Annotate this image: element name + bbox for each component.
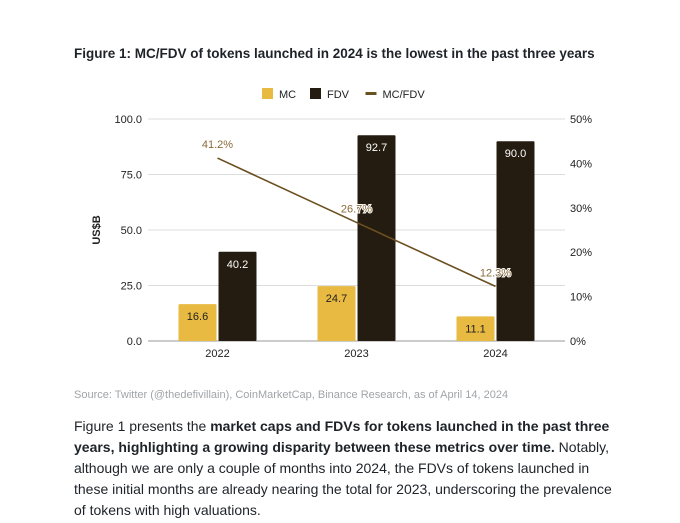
bar-label: 92.7 bbox=[366, 142, 387, 154]
chart: 0.0 25.0 50.0 75.0 100.0 0% 10% 20% 30% 40% 50% US$… bbox=[91, 88, 592, 360]
line-label: 26.7% bbox=[341, 203, 372, 215]
y2-tick-label: 30% bbox=[570, 203, 592, 215]
bar-label: 90.0 bbox=[505, 148, 526, 160]
legend-swatch-line bbox=[365, 92, 377, 95]
bar-label: 40.2 bbox=[227, 259, 248, 271]
legend-swatch-mc bbox=[262, 88, 273, 99]
legend-label: MC bbox=[279, 89, 296, 101]
y2-tick-label: 20% bbox=[570, 247, 592, 259]
x-tick-label: 2022 bbox=[205, 348, 229, 360]
bar-fdv bbox=[496, 141, 535, 341]
paragraph-rest: Notably, although we are only a couple o… bbox=[74, 439, 612, 518]
bar-label: 16.6 bbox=[187, 311, 208, 323]
bar-fdv bbox=[218, 251, 257, 341]
legend-label: MC/FDV bbox=[383, 89, 426, 101]
legend-label: FDV bbox=[327, 89, 350, 101]
x-tick-label: 2023 bbox=[344, 348, 368, 360]
body-paragraph: Figure 1 presents the market caps and FD… bbox=[74, 416, 614, 521]
line-mc-fdv bbox=[217, 157, 496, 288]
bar-mc bbox=[317, 286, 356, 341]
bar-label: 24.7 bbox=[326, 293, 347, 305]
bar-fdv bbox=[357, 135, 396, 341]
legend-swatch-fdv bbox=[310, 88, 321, 99]
y-tick-label: 25.0 bbox=[121, 281, 142, 293]
source-note: Source: Twitter (@thedefivillain), CoinM… bbox=[74, 389, 509, 401]
y-axis-label: US$B bbox=[91, 215, 103, 244]
y-tick-label: 100.0 bbox=[114, 114, 142, 126]
x-tick-label: 2024 bbox=[483, 348, 507, 360]
paragraph-bold: market caps and FDVs for tokens launched… bbox=[74, 418, 610, 455]
y-tick-label: 75.0 bbox=[121, 170, 142, 182]
y-tick-label: 50.0 bbox=[121, 225, 142, 237]
y2-tick-label: 50% bbox=[570, 114, 592, 126]
bar-mc bbox=[178, 304, 217, 341]
line-label: 41.2% bbox=[202, 139, 233, 151]
y2-tick-label: 0% bbox=[570, 336, 586, 348]
bar-label: 11.1 bbox=[465, 323, 486, 335]
line-label: 12.3% bbox=[480, 267, 511, 279]
paragraph-intro: Figure 1 presents the bbox=[74, 418, 211, 434]
y2-tick-label: 40% bbox=[570, 158, 592, 170]
figure-title: Figure 1: MC/FDV of tokens launched in 2… bbox=[74, 46, 595, 61]
y2-tick-label: 10% bbox=[570, 292, 592, 304]
y-tick-label: 0.0 bbox=[127, 336, 142, 348]
bar-mc bbox=[456, 316, 495, 341]
